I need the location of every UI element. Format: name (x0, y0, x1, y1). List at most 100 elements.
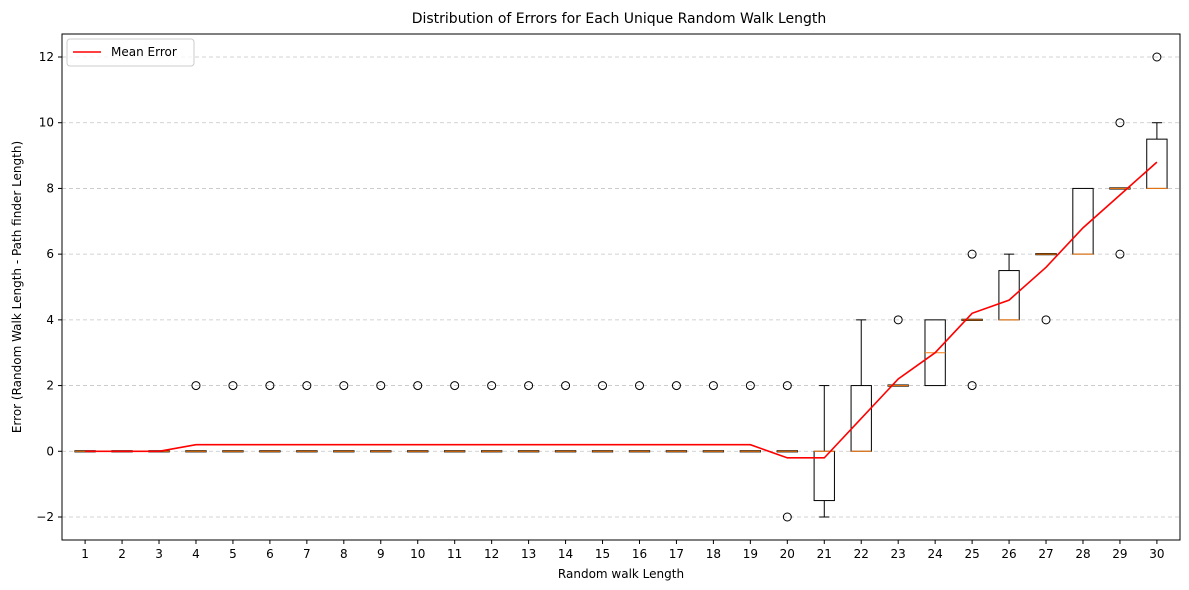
outlier-point (1152, 52, 1162, 62)
iqr-box (998, 270, 1020, 321)
x-tick-label: 7 (303, 547, 311, 561)
x-tick-label: 12 (484, 547, 499, 561)
x-tick-label: 1 (81, 547, 89, 561)
mean-line-layer (85, 161, 1158, 459)
x-tick-label: 21 (817, 547, 832, 561)
x-tick-label: 17 (669, 547, 684, 561)
box-5 (222, 381, 244, 453)
x-tick-label: 20 (780, 547, 795, 561)
y-tick-label: 4 (46, 313, 54, 327)
iqr-box (1146, 138, 1168, 189)
y-tick-label: −2 (36, 510, 54, 524)
y-tick-label: 6 (46, 247, 54, 261)
x-tick-label: 27 (1038, 547, 1053, 561)
outlier-point (450, 381, 460, 391)
box-11 (444, 381, 466, 453)
outlier-point (302, 381, 312, 391)
outlier-point (1115, 118, 1125, 128)
outlier-point (1115, 249, 1125, 259)
outlier-point (782, 381, 792, 391)
x-tick-label: 22 (854, 547, 869, 561)
box-14 (554, 381, 577, 453)
outlier-point (893, 315, 903, 325)
box-6 (259, 381, 281, 453)
box-10 (407, 381, 429, 453)
box-17 (665, 381, 688, 453)
y-axis-ticks: −2 0 2 4 6 8 10 12 (36, 50, 62, 524)
x-tick-label: 16 (632, 547, 647, 561)
legend-frame (66, 38, 195, 67)
outlier-point (487, 381, 497, 391)
y-tick-label: 10 (39, 116, 54, 130)
outlier-point (671, 381, 681, 391)
x-tick-label: 30 (1149, 547, 1164, 561)
y-tick-label: 8 (46, 181, 54, 195)
x-tick-label: 24 (928, 547, 943, 561)
x-tick-label: 18 (706, 547, 721, 561)
outlier-point (191, 381, 201, 391)
legend-label-mean-error: Mean Error (111, 45, 177, 59)
iqr-box (813, 450, 835, 502)
outlier-point (228, 381, 238, 391)
x-tick-label: 29 (1112, 547, 1127, 561)
y-tick-label: 12 (39, 50, 54, 64)
outlier-point (561, 381, 571, 391)
x-tick-label: 11 (447, 547, 462, 561)
box-8 (333, 381, 355, 453)
outlier-point (1041, 315, 1051, 325)
outlier-point (967, 381, 977, 391)
outlier-point (782, 512, 792, 522)
x-tick-label: 28 (1075, 547, 1090, 561)
box-9 (370, 381, 392, 453)
outlier-point (967, 249, 977, 259)
outlier-point (634, 381, 644, 391)
box-23 (887, 315, 909, 387)
outlier-point (265, 381, 275, 391)
grid-lines (62, 56, 1180, 518)
boxes (74, 52, 1168, 522)
chart-title: Distribution of Errors for Each Unique R… (412, 11, 827, 27)
x-tick-label: 19 (743, 547, 758, 561)
x-tick-label: 9 (377, 547, 385, 561)
x-tick-label: 26 (1001, 547, 1016, 561)
y-tick-label: 0 (46, 444, 54, 458)
box-7 (296, 381, 318, 453)
legend: Mean Error (66, 38, 195, 67)
x-tick-label: 23 (891, 547, 906, 561)
x-axis-title: Random walk Length (558, 567, 684, 581)
box-13 (517, 381, 540, 453)
x-tick-label: 3 (155, 547, 163, 561)
x-axis-ticks: 1 2 3 4 5 6 7 8 9 10 11 12 13 14 15 16 17 18 19 20 21 22 23 24 2… (81, 540, 1165, 561)
x-tick-label: 14 (558, 547, 573, 561)
box-20 (776, 381, 798, 522)
mean-error-line (85, 161, 1158, 459)
box-26 (998, 253, 1020, 321)
box-16 (628, 381, 651, 453)
box-4 (185, 381, 207, 453)
outlier-point (745, 381, 755, 391)
box-28 (1072, 187, 1094, 255)
x-tick-label: 2 (118, 547, 126, 561)
y-tick-label: 2 (46, 379, 54, 393)
outlier-point (413, 381, 423, 391)
outlier-point (708, 381, 718, 391)
box-18 (702, 381, 725, 453)
x-tick-label: 6 (266, 547, 274, 561)
box-21 (813, 385, 835, 518)
box-30 (1146, 52, 1168, 189)
outlier-point (376, 381, 386, 391)
box-12 (480, 381, 503, 453)
x-tick-label: 10 (410, 547, 425, 561)
x-tick-label: 13 (521, 547, 536, 561)
box-15 (591, 381, 614, 453)
box-22 (850, 319, 872, 452)
y-axis-title: Error (Random Walk Length - Path finder … (10, 141, 24, 433)
x-tick-label: 15 (595, 547, 610, 561)
plot-frame (61, 33, 1181, 541)
outlier-point (339, 381, 349, 391)
x-tick-label: 5 (229, 547, 237, 561)
outlier-point (524, 381, 534, 391)
box-27 (1035, 253, 1057, 325)
x-tick-label: 8 (340, 547, 348, 561)
